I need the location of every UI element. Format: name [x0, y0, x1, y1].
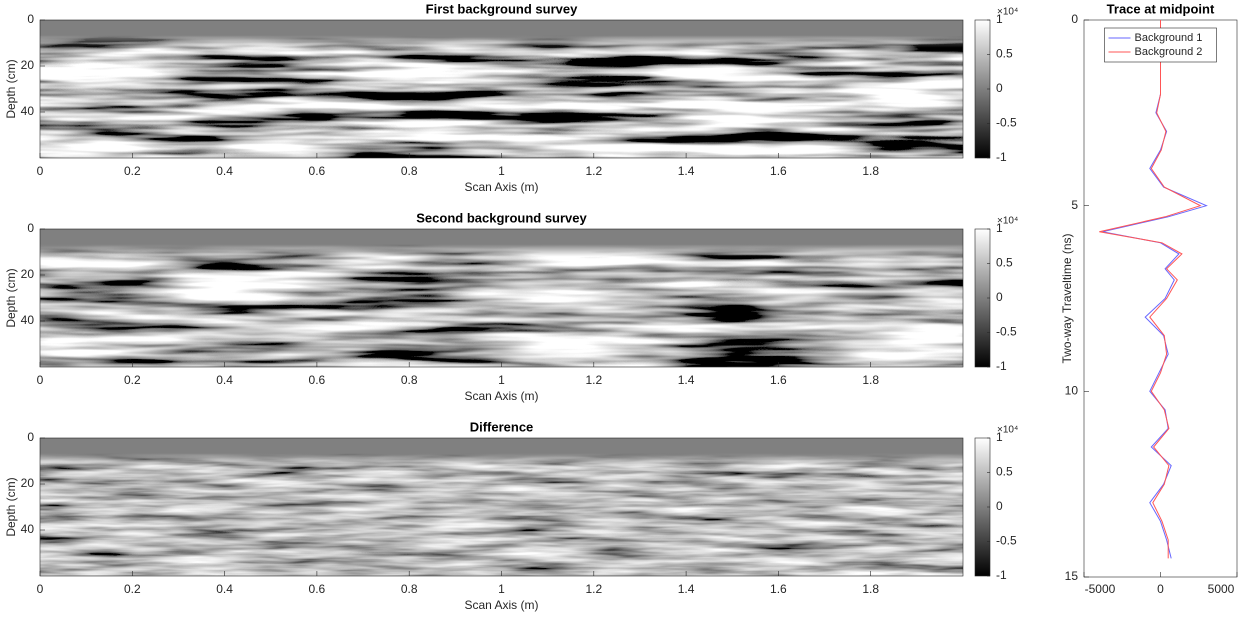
x-tick-label: 0.6	[309, 582, 326, 596]
x-tick-label: 0.6	[309, 373, 326, 387]
x-tick-label: 1	[498, 164, 505, 178]
colorbar-tick-label: -1	[996, 150, 1007, 164]
y-tick-label: 40	[21, 104, 35, 118]
y-tick-label: 40	[21, 522, 35, 536]
colorbar-tick-label: 0	[996, 290, 1003, 304]
x-tick-label: 1.6	[770, 373, 787, 387]
x-tick-label: 1	[498, 373, 505, 387]
y-tick-label: 15	[1065, 569, 1079, 583]
colorbar-tick-label: -0.5	[996, 116, 1017, 130]
x-tick-label: 0	[1157, 582, 1164, 596]
y-axis-label: Depth (cm)	[4, 268, 18, 327]
plot-area	[1083, 19, 1238, 578]
x-axis-label: Scan Axis (m)	[464, 180, 538, 194]
x-axis-label: Scan Axis (m)	[464, 598, 538, 612]
x-tick-label: 1.2	[585, 582, 602, 596]
x-tick-label: 0.2	[124, 164, 141, 178]
x-tick-label: 0.4	[216, 373, 233, 387]
y-tick-label: 0	[27, 221, 34, 235]
x-tick-label: 1	[498, 582, 505, 596]
colorbar-tick-label: 1	[996, 430, 1003, 444]
x-tick-label: 1.4	[678, 373, 695, 387]
x-tick-label: 1.8	[862, 373, 879, 387]
y-tick-label: 0	[27, 12, 34, 26]
legend-label: Background 2	[1135, 46, 1203, 58]
x-tick-label: 0.8	[401, 164, 418, 178]
y-tick-label: 20	[21, 267, 35, 281]
y-axis-label: Two-way Traveltime (ns)	[1060, 233, 1074, 363]
y-axis-label: Depth (cm)	[4, 477, 18, 536]
legend-label: Background 1	[1135, 32, 1203, 44]
y-tick-label: 0	[27, 430, 34, 444]
y-tick-label: 20	[21, 58, 35, 72]
y-tick-label: 10	[1065, 384, 1079, 398]
y-tick-label: 5	[1071, 198, 1078, 212]
y-tick-label: 0	[1071, 12, 1078, 26]
x-tick-label: 0.2	[124, 373, 141, 387]
trace-line	[1099, 20, 1202, 559]
colorbar-tick-label: 0	[996, 499, 1003, 513]
colorbar-tick-label: 1	[996, 221, 1003, 235]
colorbar-exponent: ×10⁴	[997, 425, 1018, 436]
colorbar-exponent: ×10⁴	[997, 216, 1018, 227]
radargram-top-band	[40, 438, 963, 466]
colorbar-tick-label: -1	[996, 568, 1007, 582]
x-tick-label: 5000	[1208, 582, 1235, 596]
x-tick-label: 1.4	[678, 164, 695, 178]
radargram-top-band	[40, 229, 963, 257]
x-tick-label: 1.6	[770, 164, 787, 178]
y-axis-label: Depth (cm)	[4, 59, 18, 118]
x-tick-label: 0	[37, 164, 44, 178]
radargram-top-band	[40, 20, 963, 48]
x-tick-label: 0.4	[216, 164, 233, 178]
chart-title: Difference	[470, 419, 534, 434]
x-axis-label: Scan Axis (m)	[464, 389, 538, 403]
x-tick-label: 1.6	[770, 582, 787, 596]
x-tick-label: 0	[37, 373, 44, 387]
colorbar-tick-label: 1	[996, 12, 1003, 26]
x-tick-label: -5000	[1085, 582, 1116, 596]
trace-line	[1102, 20, 1208, 559]
x-tick-label: 1.8	[862, 582, 879, 596]
chart-title: Second background survey	[416, 210, 587, 225]
legend-box	[1104, 27, 1217, 63]
colorbar-tick-label: 0.5	[996, 465, 1013, 479]
colorbar-tick-label: 0.5	[996, 47, 1013, 61]
y-tick-label: 20	[21, 476, 35, 490]
x-tick-label: 1.8	[862, 164, 879, 178]
x-tick-label: 0.4	[216, 582, 233, 596]
colorbar-exponent: ×10⁴	[997, 7, 1018, 18]
y-tick-label: 40	[21, 313, 35, 327]
colorbar-tick-label: -0.5	[996, 534, 1017, 548]
x-tick-label: 1.4	[678, 582, 695, 596]
x-tick-label: 0.8	[401, 373, 418, 387]
chart-title: First background survey	[426, 1, 578, 16]
x-tick-label: 0.6	[309, 164, 326, 178]
x-tick-label: 0.2	[124, 582, 141, 596]
colorbar-tick-label: 0.5	[996, 256, 1013, 270]
colorbar-tick-label: -1	[996, 359, 1007, 373]
chart-title: Trace at midpoint	[1107, 1, 1215, 16]
x-tick-label: 0	[37, 582, 44, 596]
x-tick-label: 1.2	[585, 164, 602, 178]
x-tick-label: 1.2	[585, 373, 602, 387]
colorbar-tick-label: 0	[996, 81, 1003, 95]
x-tick-label: 0.8	[401, 582, 418, 596]
colorbar-tick-label: -0.5	[996, 325, 1017, 339]
